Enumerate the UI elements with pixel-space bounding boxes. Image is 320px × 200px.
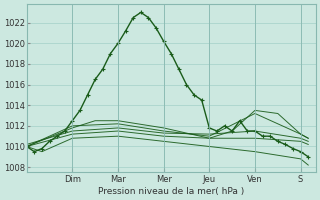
X-axis label: Pression niveau de la mer( hPa ): Pression niveau de la mer( hPa ) bbox=[98, 187, 244, 196]
